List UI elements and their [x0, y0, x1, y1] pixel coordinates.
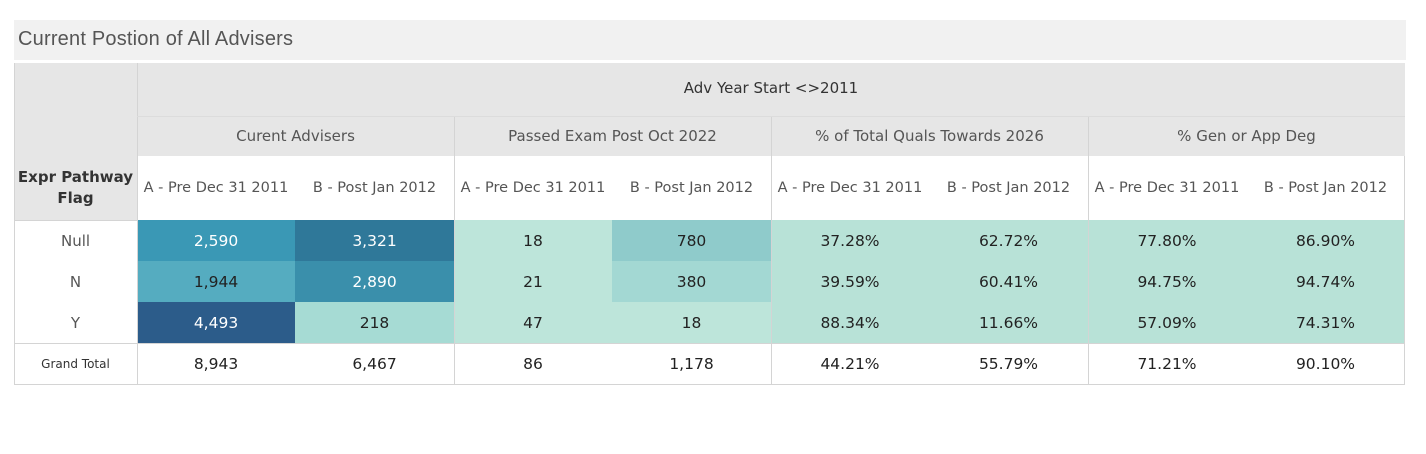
data-cell[interactable]: 218: [295, 302, 454, 343]
data-cell[interactable]: 39.59%: [771, 261, 929, 302]
subcol-header-bg: [1088, 156, 1405, 220]
data-cell[interactable]: 11.66%: [929, 302, 1088, 343]
data-cell[interactable]: 3,321: [295, 220, 454, 261]
title-bar: Current Postion of All Advisers: [14, 20, 1406, 60]
column-header[interactable]: A - Pre Dec 31 2011: [143, 180, 289, 196]
divider: [1088, 116, 1089, 156]
subcol-header-bg: [454, 156, 771, 220]
group-header[interactable]: Curent Advisers: [236, 127, 355, 145]
divider: [454, 156, 455, 385]
column-header[interactable]: B - Post Jan 2012: [312, 180, 437, 196]
data-cell[interactable]: 86.90%: [1246, 220, 1405, 261]
divider: [14, 220, 137, 221]
column-header[interactable]: A - Pre Dec 31 2011: [777, 180, 923, 196]
divider: [771, 116, 772, 156]
data-cell[interactable]: 57.09%: [1088, 302, 1246, 343]
column-header[interactable]: B - Post Jan 2012: [1263, 180, 1388, 196]
divider: [454, 116, 455, 156]
data-cell[interactable]: 780: [612, 220, 771, 261]
grand-total-cell[interactable]: 55.79%: [978, 354, 1039, 373]
divider: [1088, 156, 1089, 385]
page-title: Current Postion of All Advisers: [18, 28, 294, 50]
grand-total-cell[interactable]: 44.21%: [820, 354, 880, 373]
divider: [1404, 156, 1405, 385]
subcol-header-bg: [771, 156, 1088, 220]
data-cell[interactable]: 47: [454, 302, 612, 343]
grand-total-cell[interactable]: 1,178: [669, 354, 714, 373]
row-label[interactable]: Y: [70, 313, 81, 332]
divider: [771, 156, 772, 385]
data-cell[interactable]: 77.80%: [1088, 220, 1246, 261]
data-cell[interactable]: 380: [612, 261, 771, 302]
data-cell[interactable]: 18: [454, 220, 612, 261]
row-label[interactable]: N: [69, 272, 82, 291]
column-header[interactable]: A - Pre Dec 31 2011: [460, 180, 606, 196]
column-header[interactable]: A - Pre Dec 31 2011: [1094, 180, 1240, 196]
divider: [14, 384, 1405, 385]
grand-total-cell[interactable]: 86: [523, 354, 543, 373]
grand-total-cell[interactable]: 6,467: [352, 354, 397, 373]
data-cell[interactable]: 21: [454, 261, 612, 302]
divider: [137, 156, 138, 385]
column-header[interactable]: B - Post Jan 2012: [629, 180, 754, 196]
grand-total-cell[interactable]: 8,943: [193, 354, 239, 373]
data-cell[interactable]: 74.31%: [1246, 302, 1405, 343]
group-header[interactable]: % Gen or App Deg: [1177, 127, 1316, 145]
divider: [14, 343, 1405, 344]
data-cell[interactable]: 94.75%: [1088, 261, 1246, 302]
row-dimension-header[interactable]: Expr Pathway Flag: [17, 168, 134, 207]
group-header[interactable]: Passed Exam Post Oct 2022: [508, 127, 717, 145]
divider: [14, 63, 15, 385]
group-header[interactable]: % of Total Quals Towards 2026: [815, 127, 1044, 145]
data-cell[interactable]: 2,590: [137, 220, 295, 261]
data-cell[interactable]: 18: [612, 302, 771, 343]
divider: [137, 116, 1405, 117]
data-cell[interactable]: 2,890: [295, 261, 454, 302]
column-header[interactable]: B - Post Jan 2012: [946, 180, 1071, 196]
data-cell[interactable]: 4,493: [137, 302, 295, 343]
row-header-bg: [14, 63, 137, 220]
data-cell[interactable]: 94.74%: [1246, 261, 1405, 302]
data-cell[interactable]: 1,944: [137, 261, 295, 302]
grand-total-cell[interactable]: 71.21%: [1137, 354, 1197, 373]
data-cell[interactable]: 88.34%: [771, 302, 929, 343]
divider: [137, 63, 138, 156]
grand-total-label[interactable]: Grand Total: [41, 356, 110, 371]
grand-total-cell[interactable]: 90.10%: [1295, 354, 1356, 373]
data-cell[interactable]: 62.72%: [929, 220, 1088, 261]
row-label[interactable]: Null: [60, 231, 91, 250]
crosstab-table: Expr Pathway Flag Adv Year Start <>2011 …: [14, 63, 1405, 385]
subcol-header-bg: [137, 156, 454, 220]
data-cell[interactable]: 37.28%: [771, 220, 929, 261]
data-cell[interactable]: 60.41%: [929, 261, 1088, 302]
top-header[interactable]: Adv Year Start <>2011: [683, 79, 859, 97]
